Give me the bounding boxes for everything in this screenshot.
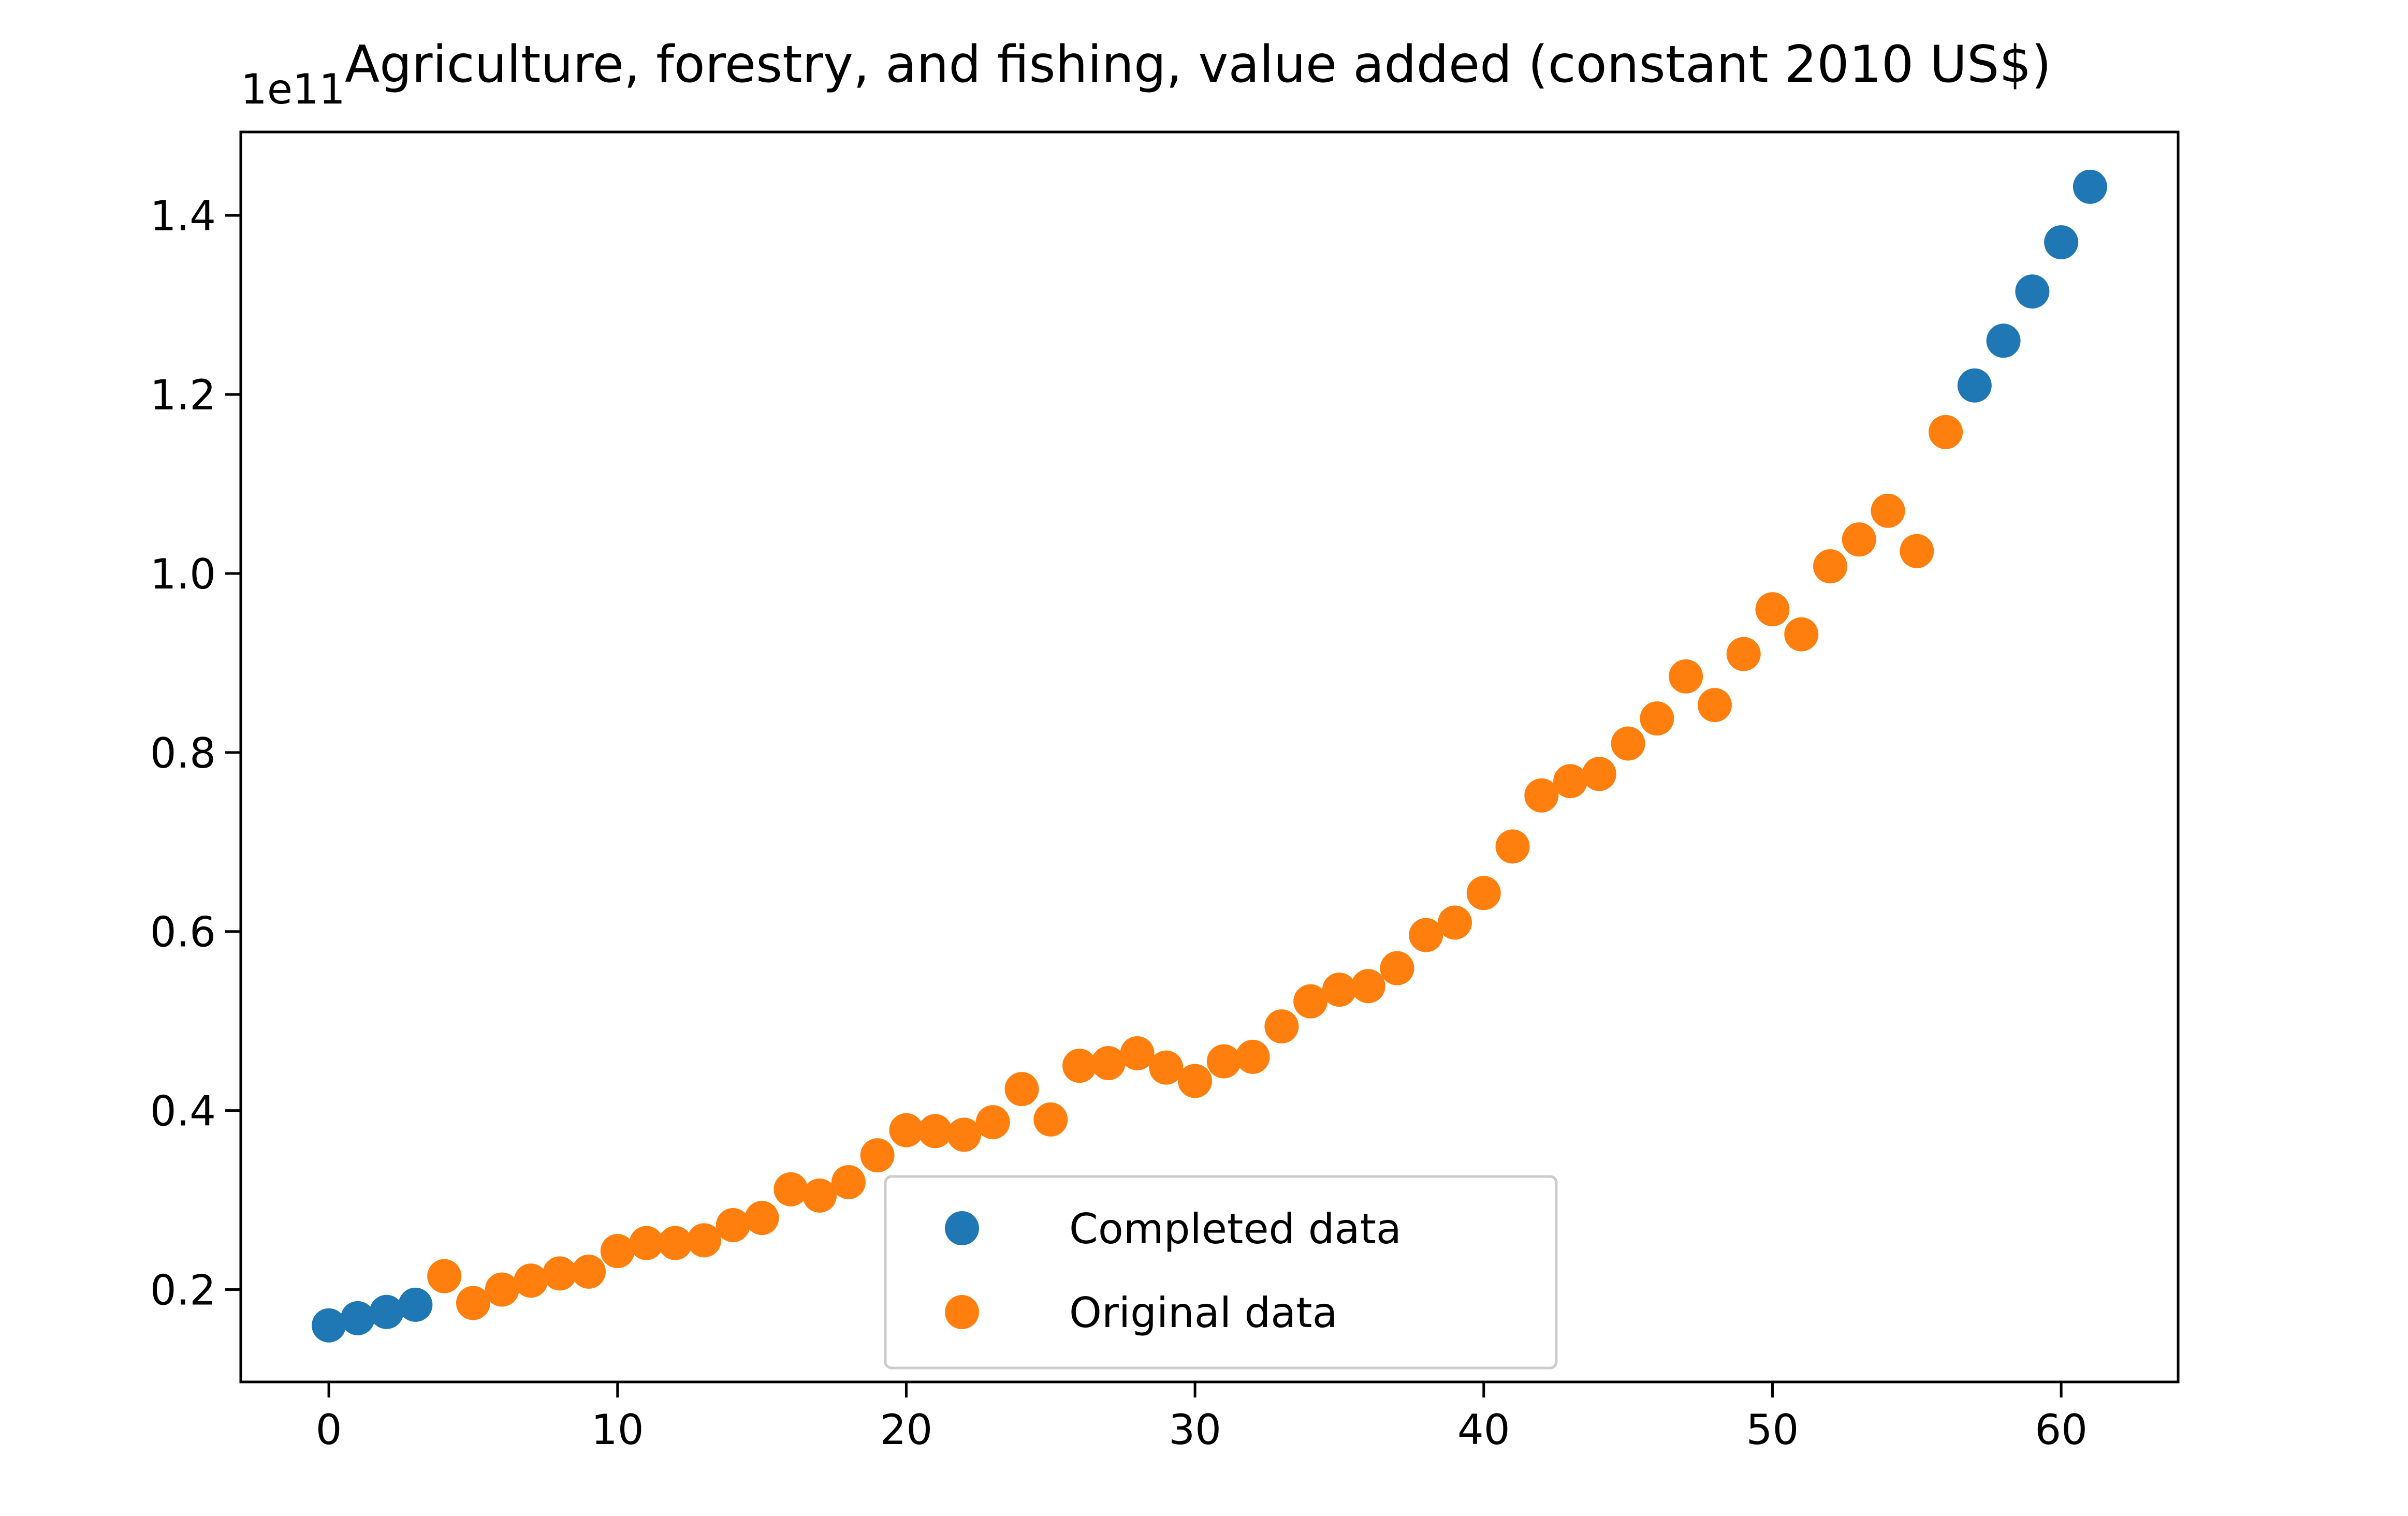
scatter-point — [802, 1178, 837, 1213]
y-tick-label: 0.8 — [150, 729, 216, 777]
y-axis-ticks: 0.2 0.4 0.6 0.8 1.0 1.2 1.4 — [150, 192, 241, 1315]
scatter-point — [831, 1165, 866, 1199]
scatter-point — [889, 1113, 924, 1147]
scatter-point — [1293, 984, 1328, 1019]
y-tick-label: 1.4 — [150, 192, 216, 240]
x-tick-label: 30 — [1169, 1406, 1221, 1454]
scatter-point — [1206, 1044, 1241, 1079]
scatter-point — [658, 1226, 693, 1260]
scatter-point — [1091, 1046, 1126, 1080]
scatter-point — [2044, 225, 2079, 260]
scatter-point — [1582, 757, 1616, 791]
y-tick-label: 1.2 — [150, 371, 216, 419]
x-tick-label: 20 — [880, 1406, 933, 1454]
scatter-point — [1669, 659, 1703, 694]
scatter-point — [1726, 637, 1761, 671]
series-original-data — [427, 415, 1963, 1320]
scatter-point — [946, 1117, 981, 1152]
scatter-point — [1697, 688, 1732, 723]
scatter-point — [1929, 415, 1963, 449]
scatter-point — [1986, 323, 2021, 358]
y-tick-label: 1.0 — [150, 550, 216, 598]
scatter-point — [312, 1308, 346, 1343]
y-tick-label: 0.4 — [150, 1087, 216, 1136]
scatter-point — [1813, 549, 1848, 584]
scatter-point — [1062, 1049, 1097, 1083]
x-tick-label: 60 — [2035, 1406, 2088, 1454]
scatter-point — [1495, 829, 1530, 864]
x-tick-label: 10 — [591, 1406, 644, 1454]
x-tick-label: 40 — [1457, 1406, 1510, 1454]
scatter-point — [1611, 726, 1645, 761]
scatter-point — [514, 1263, 548, 1298]
x-axis-ticks: 0 10 20 30 40 50 60 — [316, 1382, 2088, 1454]
scatter-point — [600, 1234, 635, 1269]
scatter-point — [975, 1105, 1010, 1140]
y-tick-label: 0.6 — [150, 908, 216, 956]
scatter-point — [1235, 1039, 1270, 1074]
scatter-point — [1957, 368, 1992, 403]
scatter-point — [456, 1286, 490, 1320]
legend-marker — [945, 1295, 979, 1329]
scatter-point — [860, 1138, 895, 1173]
scatter-point — [1640, 701, 1674, 736]
scatter-point — [1784, 617, 1819, 652]
scatter-point — [1264, 1009, 1299, 1044]
scatter-point — [716, 1208, 750, 1243]
scatter-point — [1004, 1072, 1039, 1107]
scatter-point — [745, 1201, 779, 1235]
scatter-point — [369, 1294, 404, 1329]
scatter-point — [1842, 522, 1876, 557]
legend-marker — [945, 1211, 979, 1245]
plot-points — [312, 169, 2107, 1343]
scatter-point — [543, 1256, 577, 1291]
scatter-point — [2073, 169, 2107, 204]
scatter-point — [1466, 876, 1501, 910]
scatter-point — [629, 1226, 664, 1260]
scatter-point — [1120, 1036, 1155, 1070]
legend-label: Original data — [1069, 1289, 1338, 1337]
scatter-point — [1524, 778, 1559, 813]
y-tick-label: 0.2 — [150, 1267, 216, 1315]
x-tick-label: 50 — [1746, 1406, 1799, 1454]
chart-title: Agriculture, forestry, and fishing, valu… — [345, 35, 2051, 94]
legend-label: Completed data — [1069, 1205, 1402, 1253]
scatter-point — [687, 1223, 722, 1258]
scatter-point — [1871, 493, 1905, 528]
scatter-point — [918, 1114, 953, 1149]
scatter-point — [340, 1301, 375, 1335]
x-tick-label: 0 — [316, 1406, 342, 1454]
y-axis-offset-text: 1e11 — [241, 65, 345, 113]
legend-box — [884, 1175, 1558, 1370]
scatter-point — [1178, 1064, 1213, 1098]
scatter-point — [1380, 951, 1414, 985]
series-completed-data — [312, 169, 2107, 1343]
axes-frame — [239, 130, 2180, 1383]
legend: Completed data Original data — [884, 1175, 1558, 1370]
scatter-point — [1033, 1102, 1068, 1137]
scatter-point — [1409, 918, 1443, 952]
scatter-point — [2015, 274, 2050, 309]
scatter-point — [1149, 1050, 1184, 1085]
scatter-point — [1755, 592, 1790, 627]
scatter-point — [1351, 969, 1385, 1004]
scatter-point — [485, 1272, 519, 1307]
scatter-point — [571, 1254, 606, 1289]
scatter-point — [398, 1287, 433, 1322]
scatter-point — [1553, 764, 1588, 799]
scatter-point — [1322, 973, 1356, 1007]
scatter-point — [1438, 905, 1472, 940]
scatter-point — [427, 1259, 462, 1293]
scatter-point — [774, 1172, 808, 1206]
scatter-point — [1900, 534, 1934, 568]
